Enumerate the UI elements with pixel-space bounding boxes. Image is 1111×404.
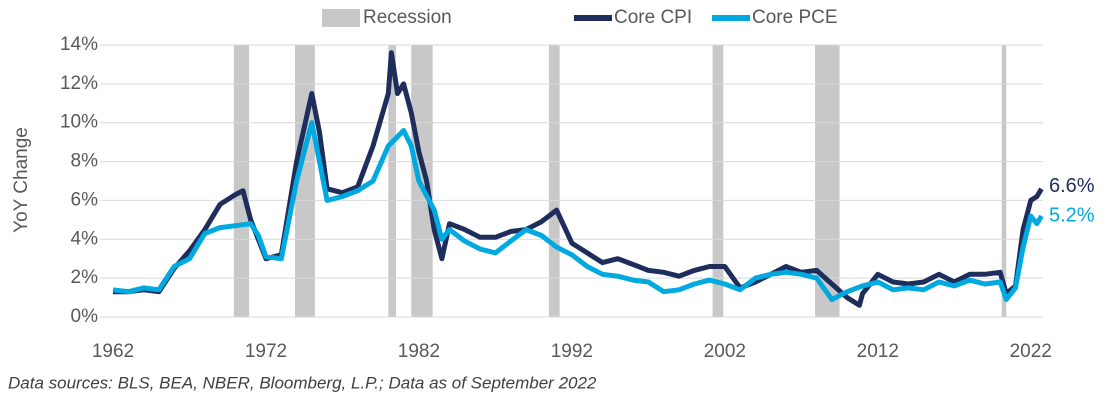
y-tick-label: 14% [60,34,98,55]
y-axis-label: YoY Change [11,127,32,233]
x-tick-label: 1972 [245,341,287,362]
series-line [113,50,1044,308]
recession-band [815,45,840,317]
legend-label: Core PCE [752,7,838,28]
y-tick-label: 4% [71,228,99,249]
x-tick-label: 1992 [551,341,593,362]
y-tick-label: 10% [60,112,98,133]
end-label: 5.2% [1049,204,1095,226]
end-label: 6.6% [1049,175,1095,197]
y-tick-label: 8% [71,151,99,172]
x-tick-label: 2002 [704,341,746,362]
series-line [112,120,1044,302]
x-tick-label: 2022 [1010,341,1052,362]
legend-label: Recession [363,7,452,28]
y-tick-label: 6% [71,189,99,210]
x-tick-label: 2012 [857,341,899,362]
recession-band [233,45,250,317]
recession-band [411,45,433,317]
x-tick-label: 1962 [92,341,134,362]
x-tick-label: 1982 [398,341,440,362]
legend-swatch [322,9,360,27]
recession-band [712,45,724,317]
y-tick-label: 2% [71,267,99,288]
footnote: Data sources: BLS, BEA, NBER, Bloomberg,… [8,373,597,392]
y-tick-label: 0% [71,306,99,327]
recession-band [1001,45,1007,317]
recession-band [388,45,396,317]
recession-band [548,45,560,317]
legend-label: Core CPI [614,7,692,28]
y-tick-label: 12% [60,73,98,94]
